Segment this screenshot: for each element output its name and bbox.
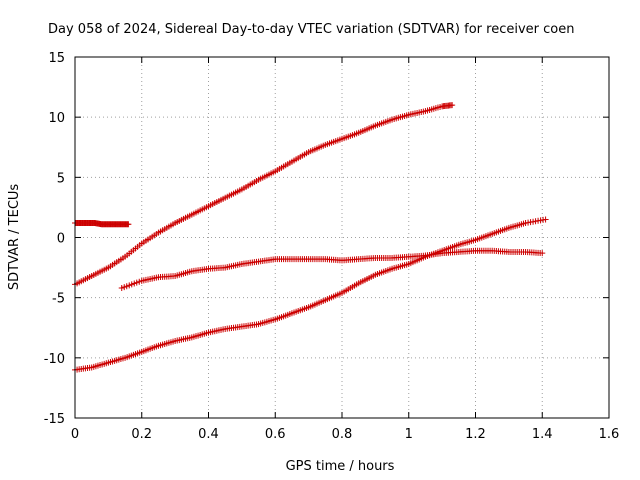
x-tick-label: 0.8: [332, 427, 353, 442]
series-sat-d: [72, 216, 549, 373]
data-point-marker: [123, 283, 130, 290]
series-sat-b: [72, 102, 456, 288]
x-tick-label: 1.6: [599, 427, 620, 442]
data-point-marker: [539, 250, 546, 257]
y-tick-label: 5: [57, 171, 65, 186]
x-tick-label: 1.4: [532, 427, 553, 442]
data-point-marker: [131, 280, 138, 287]
y-axis-ticks: -15 -10 -5 0 5 10 15: [44, 51, 609, 427]
chart-title: Day 058 of 2024, Sidereal Day-to-day VTE…: [48, 22, 574, 37]
data-point-marker: [136, 278, 143, 285]
y-tick-label: 15: [48, 51, 65, 66]
x-tick-label: 0: [71, 427, 79, 442]
grid-lines: [75, 57, 609, 418]
data-point-marker: [133, 279, 140, 286]
x-tick-label: 0.6: [265, 427, 286, 442]
data-series: [72, 102, 549, 373]
data-point-marker: [126, 282, 133, 289]
y-tick-label: 0: [57, 232, 65, 247]
x-tick-label: 1.2: [465, 427, 486, 442]
data-point-marker: [118, 285, 125, 292]
x-axis-label: GPS time / hours: [286, 459, 395, 474]
data-point-marker: [128, 281, 135, 288]
data-point-marker: [125, 221, 132, 228]
y-tick-label: 10: [48, 111, 65, 126]
data-point-marker: [542, 216, 549, 223]
x-tick-label: 1: [405, 427, 413, 442]
series-sat-a: [72, 220, 132, 228]
y-tick-label: -10: [44, 352, 65, 367]
y-tick-label: -15: [44, 412, 65, 427]
x-tick-label: 0.4: [198, 427, 219, 442]
series-sat-c: [118, 247, 546, 292]
y-axis-label: SDTVAR / TECUs: [7, 184, 22, 291]
data-point-marker: [121, 284, 128, 291]
x-axis-ticks: 0 0.2 0.4 0.6 0.8 1 1.2 1.4 1.6: [71, 57, 619, 442]
y-tick-label: -5: [52, 292, 65, 307]
x-tick-label: 0.2: [131, 427, 152, 442]
data-point-marker: [449, 102, 456, 109]
